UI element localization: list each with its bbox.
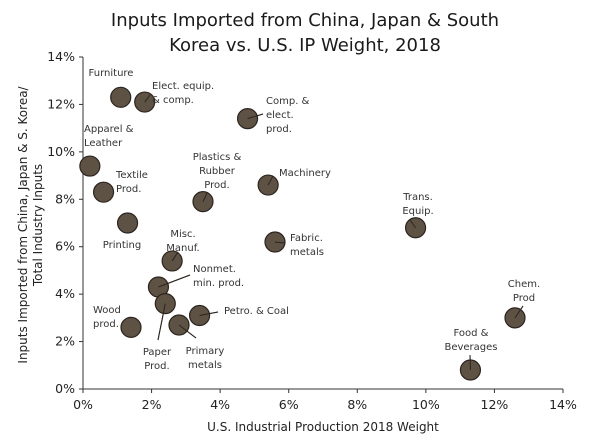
point-label: Equip.	[402, 206, 433, 217]
point-label: Manuf.	[166, 243, 199, 254]
x-tick-label: 8%	[347, 397, 367, 412]
y-tick-label: 2%	[55, 334, 75, 349]
point-label: Misc.	[170, 229, 195, 240]
y-tick-label: 6%	[55, 239, 75, 254]
point-label: Wood	[93, 305, 121, 316]
data-point	[236, 108, 259, 130]
point-label: prod.	[266, 124, 292, 135]
point-label: Primary	[186, 346, 225, 357]
x-tick-label: 4%	[210, 397, 230, 412]
y-tick-label: 10%	[47, 144, 75, 159]
point-label: metals	[188, 360, 222, 371]
point-label: metals	[290, 247, 324, 258]
x-tick-label: 12%	[481, 397, 509, 412]
leader-line-inner	[171, 251, 179, 262]
point-label: Rubber	[199, 166, 236, 177]
point-label: Food &	[454, 328, 489, 339]
leader-line-inner	[157, 303, 166, 341]
leader-line-inner	[267, 175, 274, 186]
point-label: Comp. &	[266, 96, 310, 107]
point-label: Leather	[84, 138, 123, 149]
leader-line-inner	[199, 311, 219, 316]
y-tick-label: 4%	[55, 286, 75, 301]
y-axis-label-line-1: Inputs Imported from China, Japan & S. K…	[16, 85, 30, 363]
y-tick-label: 8%	[55, 191, 75, 206]
point-label: Furniture	[89, 68, 134, 79]
leader-line-inner	[247, 113, 264, 120]
point-label: elect.	[266, 110, 294, 121]
x-tick-label: 10%	[412, 397, 440, 412]
point-label: Plastics &	[193, 152, 242, 163]
point-label: Petro. & Coal	[224, 306, 289, 317]
leader-line-inner	[409, 219, 416, 229]
leader-line-inner	[178, 324, 197, 339]
leader-line-inner	[202, 192, 208, 202]
point-label: min. prod.	[193, 278, 244, 289]
point-label: Prod	[513, 293, 535, 304]
point-label: Elect. equip.	[152, 81, 214, 92]
y-tick-label: 14%	[47, 49, 75, 64]
data-point	[110, 86, 132, 108]
data-point	[116, 212, 139, 234]
data-point	[92, 181, 115, 203]
x-axis-label: U.S. Industrial Production 2018 Weight	[207, 420, 439, 434]
x-tick-label: 6%	[279, 397, 299, 412]
leader-line-inner	[514, 305, 524, 319]
point-label: Prod.	[144, 361, 169, 372]
chart-title-line-2: Korea vs. U.S. IP Weight, 2018	[169, 35, 441, 56]
x-tick-label: 0%	[73, 397, 93, 412]
leader-line-inner	[144, 94, 151, 103]
chart-title-line-1: Inputs Imported from China, Japan & Sout…	[111, 10, 499, 31]
point-label: Trans.	[402, 192, 433, 203]
point-label: prod.	[93, 319, 119, 330]
x-tick-label: 14%	[549, 397, 577, 412]
point-label: Apparel &	[84, 124, 134, 135]
x-tick-label: 2%	[142, 397, 162, 412]
point-label: Chem.	[508, 279, 540, 290]
point-label: Textile	[115, 170, 148, 181]
y-axis-label-line-2: Total Industry Inputs	[31, 164, 45, 287]
point-label: Fabric.	[290, 233, 323, 244]
data-point	[120, 316, 142, 338]
y-tick-label: 12%	[47, 96, 75, 111]
point-label: Paper	[143, 347, 172, 358]
point-label: & comp.	[152, 95, 194, 106]
leader-line-inner	[274, 241, 286, 244]
point-label: Nonmet.	[193, 264, 236, 275]
leader-line-inner	[158, 274, 191, 288]
point-label: Printing	[103, 240, 141, 251]
point-label: Prod.	[204, 180, 229, 191]
point-label: Prod.	[116, 184, 141, 195]
point-label: Machinery	[279, 168, 331, 179]
point-label: Beverages	[444, 342, 497, 353]
data-point	[79, 155, 101, 177]
y-tick-label: 0%	[55, 381, 75, 396]
